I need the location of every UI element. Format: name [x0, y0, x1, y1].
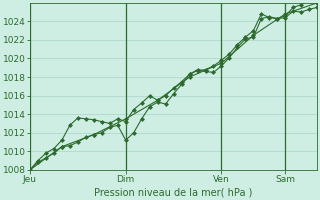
X-axis label: Pression niveau de la mer( hPa ): Pression niveau de la mer( hPa ): [94, 187, 253, 197]
